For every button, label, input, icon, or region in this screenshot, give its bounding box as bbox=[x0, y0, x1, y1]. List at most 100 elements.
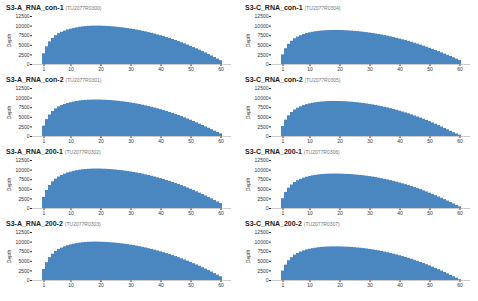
svg-text:Depth: Depth bbox=[245, 106, 251, 120]
svg-text:40: 40 bbox=[158, 210, 164, 216]
svg-text:10: 10 bbox=[68, 138, 74, 144]
svg-text:5000: 5000 bbox=[18, 186, 29, 192]
svg-text:30: 30 bbox=[367, 210, 373, 216]
svg-text:Depth: Depth bbox=[6, 178, 12, 192]
svg-text:Depth: Depth bbox=[6, 106, 12, 120]
svg-text:Depth: Depth bbox=[245, 178, 251, 192]
svg-text:60: 60 bbox=[457, 138, 463, 144]
svg-text:12500: 12500 bbox=[16, 157, 30, 163]
svg-text:10000: 10000 bbox=[16, 95, 30, 101]
svg-text:1: 1 bbox=[43, 282, 46, 288]
svg-text:2500: 2500 bbox=[18, 52, 29, 58]
svg-text:7500: 7500 bbox=[257, 32, 268, 38]
svg-text:50: 50 bbox=[188, 282, 194, 288]
svg-text:2500: 2500 bbox=[257, 124, 268, 130]
svg-text:7500: 7500 bbox=[18, 104, 29, 110]
svg-text:Depth: Depth bbox=[245, 34, 251, 48]
svg-text:5000: 5000 bbox=[18, 42, 29, 48]
svg-text:10000: 10000 bbox=[255, 239, 269, 245]
svg-text:50: 50 bbox=[188, 210, 194, 216]
svg-text:10000: 10000 bbox=[255, 95, 269, 101]
svg-text:5000: 5000 bbox=[257, 186, 268, 192]
svg-text:10: 10 bbox=[307, 282, 313, 288]
svg-text:60: 60 bbox=[457, 282, 463, 288]
svg-text:40: 40 bbox=[397, 210, 403, 216]
svg-text:30: 30 bbox=[367, 66, 373, 72]
svg-text:30: 30 bbox=[128, 210, 134, 216]
svg-text:30: 30 bbox=[128, 138, 134, 144]
svg-text:10000: 10000 bbox=[255, 167, 269, 173]
svg-text:30: 30 bbox=[367, 138, 373, 144]
svg-text:20: 20 bbox=[98, 138, 104, 144]
svg-text:Depth: Depth bbox=[245, 250, 251, 264]
svg-text:7500: 7500 bbox=[257, 248, 268, 254]
svg-text:1: 1 bbox=[43, 210, 46, 216]
svg-text:50: 50 bbox=[427, 66, 433, 72]
svg-text:40: 40 bbox=[158, 66, 164, 72]
svg-text:5000: 5000 bbox=[257, 258, 268, 264]
svg-text:1: 1 bbox=[43, 138, 46, 144]
svg-text:1: 1 bbox=[282, 282, 285, 288]
svg-text:50: 50 bbox=[427, 282, 433, 288]
svg-text:50: 50 bbox=[427, 138, 433, 144]
svg-text:10: 10 bbox=[307, 210, 313, 216]
svg-text:12500: 12500 bbox=[16, 229, 30, 235]
svg-text:Depth: Depth bbox=[6, 34, 12, 48]
svg-text:Depth: Depth bbox=[6, 250, 12, 264]
svg-text:0: 0 bbox=[266, 277, 269, 283]
svg-text:20: 20 bbox=[98, 210, 104, 216]
svg-text:5000: 5000 bbox=[257, 114, 268, 120]
svg-text:7500: 7500 bbox=[18, 248, 29, 254]
svg-text:12500: 12500 bbox=[255, 85, 269, 91]
svg-text:20: 20 bbox=[337, 138, 343, 144]
svg-text:0: 0 bbox=[27, 277, 30, 283]
svg-text:0: 0 bbox=[266, 133, 269, 139]
svg-text:0: 0 bbox=[27, 61, 30, 67]
svg-text:7500: 7500 bbox=[18, 32, 29, 38]
svg-text:40: 40 bbox=[158, 138, 164, 144]
svg-text:5000: 5000 bbox=[18, 258, 29, 264]
svg-text:60: 60 bbox=[457, 66, 463, 72]
svg-text:40: 40 bbox=[397, 138, 403, 144]
svg-text:0: 0 bbox=[266, 61, 269, 67]
svg-text:10000: 10000 bbox=[16, 239, 30, 245]
svg-text:12500: 12500 bbox=[16, 85, 30, 91]
svg-text:1: 1 bbox=[43, 66, 46, 72]
svg-text:0: 0 bbox=[266, 205, 269, 211]
svg-text:0: 0 bbox=[27, 133, 30, 139]
svg-text:12500: 12500 bbox=[255, 13, 269, 19]
svg-text:1: 1 bbox=[282, 210, 285, 216]
svg-text:2500: 2500 bbox=[257, 52, 268, 58]
svg-text:10000: 10000 bbox=[255, 23, 269, 29]
svg-text:2500: 2500 bbox=[18, 124, 29, 130]
svg-text:10: 10 bbox=[68, 282, 74, 288]
svg-text:10: 10 bbox=[68, 210, 74, 216]
svg-text:10: 10 bbox=[307, 66, 313, 72]
svg-text:40: 40 bbox=[397, 282, 403, 288]
svg-text:50: 50 bbox=[188, 138, 194, 144]
svg-text:50: 50 bbox=[427, 210, 433, 216]
svg-text:60: 60 bbox=[218, 282, 224, 288]
svg-text:10: 10 bbox=[307, 138, 313, 144]
svg-text:40: 40 bbox=[397, 66, 403, 72]
svg-text:20: 20 bbox=[98, 66, 104, 72]
svg-text:60: 60 bbox=[457, 210, 463, 216]
svg-text:7500: 7500 bbox=[18, 176, 29, 182]
svg-text:20: 20 bbox=[337, 66, 343, 72]
svg-text:60: 60 bbox=[218, 210, 224, 216]
svg-text:60: 60 bbox=[218, 138, 224, 144]
svg-text:60: 60 bbox=[218, 66, 224, 72]
svg-text:10: 10 bbox=[68, 66, 74, 72]
svg-text:1: 1 bbox=[282, 138, 285, 144]
svg-text:30: 30 bbox=[128, 282, 134, 288]
svg-text:1: 1 bbox=[282, 66, 285, 72]
svg-text:7500: 7500 bbox=[257, 176, 268, 182]
svg-text:0: 0 bbox=[27, 205, 30, 211]
svg-text:12500: 12500 bbox=[16, 13, 30, 19]
svg-text:5000: 5000 bbox=[18, 114, 29, 120]
svg-text:12500: 12500 bbox=[255, 157, 269, 163]
svg-text:30: 30 bbox=[367, 282, 373, 288]
svg-text:10000: 10000 bbox=[16, 167, 30, 173]
svg-text:30: 30 bbox=[128, 66, 134, 72]
svg-text:20: 20 bbox=[337, 210, 343, 216]
